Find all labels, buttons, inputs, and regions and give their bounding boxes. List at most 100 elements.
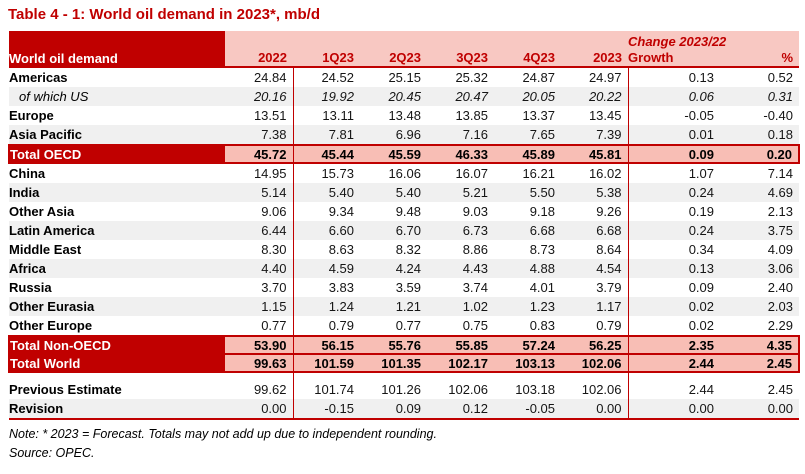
value-cell: 13.48 [388,108,421,123]
value-cell: 1.02 [427,297,494,316]
table-row: Middle East 8.30 8.63 8.32 8.86 8.73 8.64 0.34 4… [9,240,799,259]
value-cell: 2.45 [720,353,800,373]
value-cell: 4.01 [529,280,555,295]
row-label: Previous Estimate [9,382,122,397]
value-cell: 0.13 [627,67,720,87]
value-cell: 16.21 [522,166,555,181]
col-header-growth: Growth [628,49,720,68]
table-row: Asia Pacific 7.38 7.81 6.96 7.16 7.65 7.39 0.01… [9,125,799,145]
value-cell: 14.95 [253,166,287,181]
table-row: Previous Estimate 99.62 101.74 101.26 102.06… [9,380,799,399]
table-row: China 14.95 15.73 16.06 16.07 16.21 16.02 1.07 7… [9,163,799,183]
value-cell: 20.22 [561,87,628,106]
value-cell: 7.39 [561,125,628,145]
value-cell: 24.87 [522,70,555,85]
table-row: Revision 0.00 -0.15 0.09 0.12 -0.05 0.00 0.00 0.… [9,399,799,420]
value-cell: 3.74 [462,280,488,295]
value-cell: 3.75 [720,221,799,240]
value-cell: 4.40 [225,259,293,278]
value-cell: 102.06 [448,382,488,397]
value-cell: 3.79 [596,280,622,295]
value-cell: 102.06 [581,382,622,397]
value-cell: 2.13 [767,204,793,219]
value-cell: 1.23 [494,297,561,316]
value-cell: 4.54 [561,259,628,278]
value-cell: 53.90 [225,335,293,355]
spacer-row [9,372,799,380]
value-cell: 4.09 [767,242,793,257]
value-cell: 0.18 [720,125,799,145]
value-cell: 8.30 [261,242,287,257]
table-row: of which US 20.16 19.92 20.45 20.47 20.05 20.2… [9,87,799,106]
value-cell: 101.26 [381,382,421,397]
table-body: Americas 24.84 24.52 25.15 25.32 24.87 24.97 0.… [8,67,800,420]
value-cell: 7.14 [767,166,793,181]
value-cell: 8.32 [395,242,421,257]
value-cell: 2.35 [627,335,720,355]
value-cell: 45.81 [561,144,628,164]
spacer-cell [720,372,799,380]
value-cell: 8.64 [596,242,622,257]
table-row: Other Eurasia 1.15 1.24 1.21 1.02 1.23 1.17 0.0… [9,297,799,316]
value-cell: 0.77 [395,318,421,333]
table-row: Europe 13.51 13.11 13.48 13.85 13.37 13.45 -0.0… [9,106,799,125]
value-cell: 0.12 [427,399,494,420]
value-cell: 13.11 [292,106,360,125]
value-cell: 5.21 [427,183,494,202]
value-cell: 45.89 [494,144,561,164]
row-label: Total World [8,353,225,373]
value-cell: 6.68 [561,221,628,240]
value-cell: 56.25 [561,335,628,355]
value-cell: -0.05 [627,106,720,125]
table-title: Table 4 - 1: World oil demand in 2023*, … [8,6,321,23]
value-cell: 7.16 [427,125,494,145]
row-label: Revision [9,399,225,420]
value-cell: 9.34 [292,202,360,221]
value-cell: 4.35 [720,335,800,355]
col-header-2022: 2022 [225,49,293,68]
value-cell: 0.24 [627,221,720,240]
value-cell: 20.16 [225,87,293,106]
value-cell: 7.81 [292,125,360,145]
value-cell: 20.45 [360,87,427,106]
spacer-cell [494,372,561,380]
value-cell: 0.79 [596,318,622,333]
value-cell: 0.06 [627,87,720,106]
value-cell: 5.40 [360,183,427,202]
row-label: Other Eurasia [9,297,225,316]
spacer-cell [360,372,427,380]
value-cell: 16.07 [455,166,488,181]
value-cell: 45.72 [225,144,293,164]
value-cell: 6.44 [225,221,293,240]
value-cell: 0.75 [462,318,488,333]
value-cell: 45.44 [292,144,360,164]
value-cell: 55.76 [360,335,427,355]
value-cell: 13.45 [588,108,622,123]
value-cell: 3.70 [261,280,287,295]
value-cell: 46.33 [427,144,494,164]
value-cell: 1.07 [627,163,720,183]
value-cell: 99.63 [225,353,293,373]
table-row: Russia 3.70 3.83 3.59 3.74 4.01 3.79 0.09 2.40 [9,278,799,297]
value-cell: 56.15 [292,335,360,355]
value-cell: 20.05 [494,87,561,106]
value-cell: 101.59 [292,353,360,373]
value-cell: 15.73 [292,163,360,183]
value-cell: 6.68 [494,221,561,240]
row-label: Africa [9,259,225,278]
value-cell: 0.77 [261,318,287,333]
value-cell: 9.18 [529,204,555,219]
value-cell: 7.38 [225,125,293,145]
spacer-cell [427,372,494,380]
value-cell: 0.83 [529,318,555,333]
value-cell: 2.40 [767,280,793,295]
row-label: Other Asia [9,204,75,219]
value-cell: 2.44 [627,353,720,373]
col-header-2023: 2023 [561,49,628,68]
value-cell: 0.02 [627,316,720,336]
value-cell: 0.52 [767,70,793,85]
row-label: Latin America [9,221,225,240]
value-cell: -0.05 [494,399,561,420]
value-cell: 101.74 [292,380,360,399]
value-cell: 13.51 [253,108,287,123]
